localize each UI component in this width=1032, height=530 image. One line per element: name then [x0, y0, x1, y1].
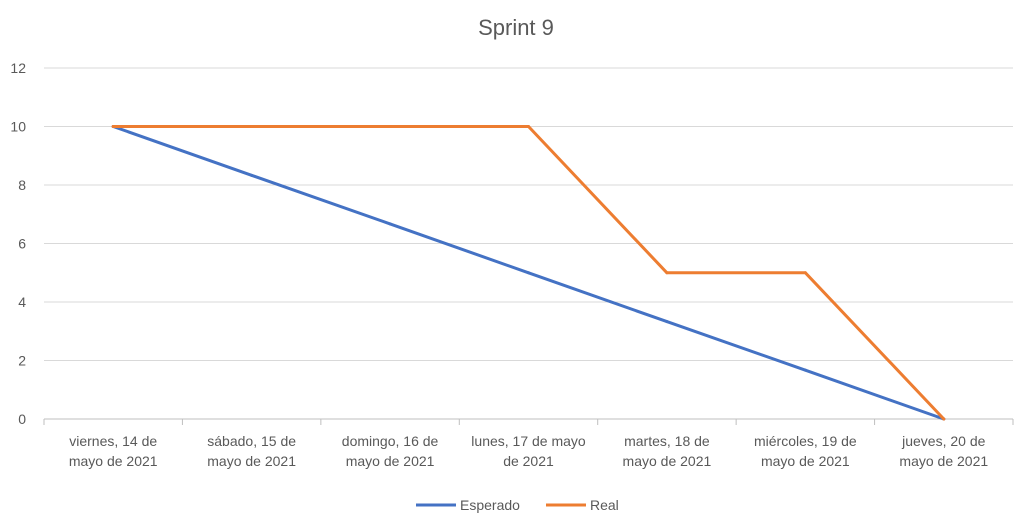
y-axis-ticks: 0 2 4 6 8 10 12	[10, 60, 26, 427]
data-point	[942, 417, 946, 421]
data-point	[527, 125, 530, 128]
y-tick-label: 8	[18, 177, 26, 193]
x-tick-label: viernes, 14 de mayo de 2021	[69, 433, 158, 469]
x-tick-label-line: mayo de 2021	[207, 453, 296, 469]
x-tick-label: martes, 18 de mayo de 2021	[623, 433, 712, 469]
y-tick-label: 2	[18, 353, 26, 369]
x-tick-label-line: jueves, 20 de	[901, 433, 985, 449]
x-tick-label-line: mayo de 2021	[761, 453, 850, 469]
x-tick-label-line: domingo, 16 de	[342, 433, 439, 449]
x-tick-label: domingo, 16 de mayo de 2021	[342, 433, 439, 469]
x-tick-label-line: de 2021	[503, 453, 554, 469]
x-tick-label-line: viernes, 14 de	[69, 433, 157, 449]
y-tick-label: 0	[18, 411, 26, 427]
y-tick-label: 12	[10, 60, 26, 76]
x-tick-label-line: lunes, 17 de mayo	[471, 433, 586, 449]
legend: Esperado Real	[416, 497, 619, 513]
chart-title: Sprint 9	[478, 15, 554, 40]
data-point	[665, 271, 669, 275]
legend-label: Real	[590, 497, 619, 513]
y-tick-label: 10	[10, 119, 26, 135]
data-point	[250, 173, 254, 177]
x-tick-label-line: mayo de 2021	[346, 453, 435, 469]
gridlines	[44, 67, 1013, 361]
y-tick-label: 6	[18, 236, 26, 252]
x-axis: viernes, 14 de mayo de 2021 sábado, 15 de m…	[43, 418, 1014, 469]
data-point	[527, 271, 530, 275]
y-tick-label: 4	[18, 294, 26, 310]
data-point	[803, 271, 807, 275]
data-point	[111, 125, 115, 128]
series-lines	[111, 125, 946, 421]
data-point	[388, 222, 392, 226]
x-tick-label-line: martes, 18 de	[624, 433, 710, 449]
x-tick-label-line: mayo de 2021	[623, 453, 712, 469]
x-tick-label-line: mayo de 2021	[69, 453, 158, 469]
x-tick-label: jueves, 20 de mayo de 2021	[899, 433, 988, 469]
data-point	[803, 368, 807, 372]
legend-label: Esperado	[460, 497, 520, 513]
x-tick-label: sábado, 15 de mayo de 2021	[207, 433, 296, 469]
data-point	[388, 125, 392, 128]
x-tick-label: miércoles, 19 de mayo de 2021	[754, 433, 857, 469]
x-tick-label-line: mayo de 2021	[899, 453, 988, 469]
data-point	[250, 125, 254, 128]
x-tick-label-line: sábado, 15 de	[207, 433, 296, 449]
x-tick-label-line: miércoles, 19 de	[754, 433, 857, 449]
data-point	[665, 320, 669, 324]
x-tick-label: lunes, 17 de mayo de 2021	[471, 433, 586, 469]
